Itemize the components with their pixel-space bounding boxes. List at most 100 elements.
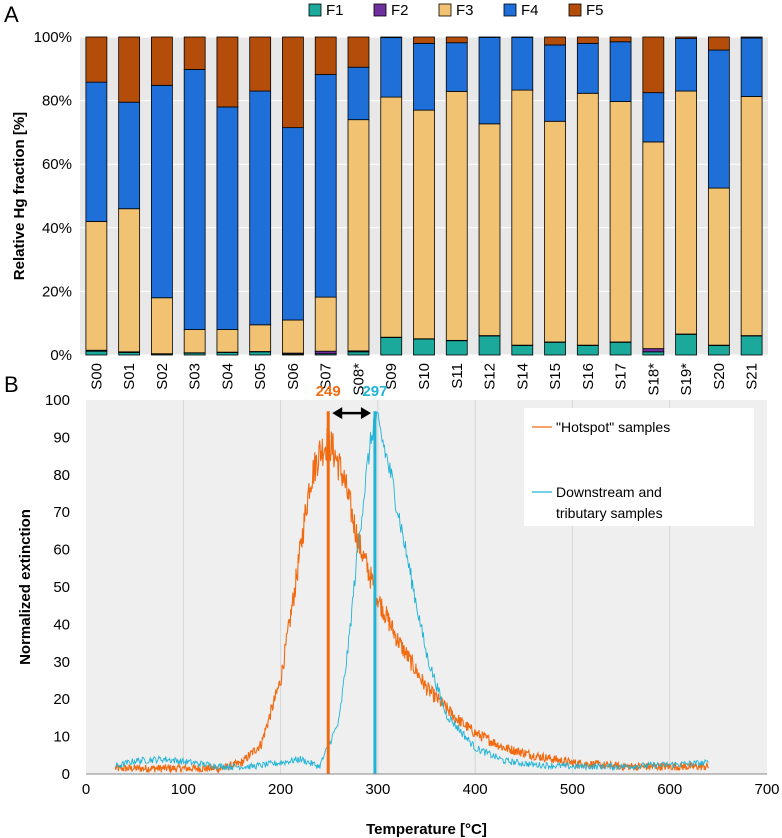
panel-b-peaks: 249 297 (316, 383, 387, 774)
bar-s12-f1 (478, 335, 501, 356)
bar-s10-f1 (413, 338, 435, 356)
panel-a-x-tick-label: S14 (514, 363, 531, 390)
bar-s18-f5 (642, 36, 665, 94)
bar-s17-f5 (609, 36, 632, 43)
bar-s09-f3 (380, 96, 403, 338)
bar-s06-f5 (282, 36, 304, 129)
bar-s03-f5 (183, 36, 206, 70)
legend-item-downstream: Downstream and tributary samples (532, 484, 663, 521)
bar-s01-f3 (118, 208, 141, 353)
bar-stack-s16 (576, 36, 599, 356)
bar-s21-f5 (740, 36, 763, 39)
bar-s18-f4 (642, 92, 665, 143)
bar-s14-f4 (511, 36, 534, 91)
panel-b-x-tick-label: 500 (560, 781, 585, 798)
bar-stack-s04 (216, 36, 239, 356)
bar-s20-f3 (707, 187, 730, 346)
legend-label: F3 (456, 2, 474, 19)
legend-swatch (308, 3, 322, 17)
bar-stack-s08 (347, 36, 370, 356)
bar-s21-f4 (740, 37, 763, 97)
bar-s10-f3 (413, 109, 435, 340)
bar-s19-f5 (675, 36, 697, 39)
panel-a-x-tick-label: S03 (187, 363, 204, 390)
bar-stack-s14 (511, 36, 534, 356)
panel-a-x-tick-label: S12 (482, 363, 499, 390)
panel-b-x-tick-label: 200 (268, 781, 293, 798)
bar-s03-f4 (183, 69, 206, 330)
bar-s18-f1 (642, 351, 665, 356)
bar-stack-s05 (249, 36, 272, 356)
legend-item-f1: F1 (308, 2, 344, 19)
bar-stack-s02 (151, 36, 173, 356)
bar-s07-f5 (314, 36, 337, 75)
legend-label: F5 (586, 2, 604, 19)
legend-item-f5: F5 (568, 2, 604, 19)
bar-s02-f4 (151, 84, 173, 299)
legend-label: Downstream and tributary samples (556, 484, 663, 521)
panel-b-y-ticks: 0 10 20 30 40 50 60 70 80 90 100 (45, 392, 70, 783)
bar-s17-f3 (609, 101, 632, 343)
panel-a-x-tick-label: S00 (88, 363, 105, 390)
bar-s19-f4 (675, 38, 697, 92)
bar-s19-f1 (675, 333, 697, 356)
panel-a-y-axis-label: Relative Hg fraction [%] (11, 112, 28, 280)
bar-s21-f1 (740, 335, 763, 356)
bar-s09-f4 (380, 37, 403, 98)
bar-s00-f1 (85, 350, 108, 356)
panel-b-x-tick-label: 600 (657, 781, 682, 798)
legend-swatch (503, 3, 517, 17)
legend-label: F4 (521, 2, 539, 19)
bar-stack-s21 (740, 36, 763, 356)
bar-stack-s18 (642, 36, 665, 356)
panel-a-legend: F1 F2 F3 F4 F5 (308, 2, 604, 19)
panel-a-x-tick-label: S16 (580, 363, 597, 390)
panel-b-legend: "Hotspot" samples Downstream and tributary… (524, 408, 754, 526)
panel-a-y-tick-label: 100% (34, 29, 72, 46)
bar-stack-s12 (478, 36, 501, 356)
bar-s10-f5 (413, 36, 435, 44)
panel-b-label: B (4, 372, 19, 397)
bar-s16-f5 (576, 36, 599, 44)
legend-swatch (438, 3, 452, 17)
panel-a-x-tick-label: S05 (252, 363, 269, 390)
legend-label: "Hotspot" samples (556, 419, 670, 435)
panel-a-y-tick-label: 60% (42, 156, 72, 173)
bar-s20-f5 (707, 36, 730, 51)
bar-stack-s20 (707, 36, 730, 356)
bar-s16-f4 (576, 42, 599, 94)
panel-b-x-tick-label: 0 (82, 781, 90, 798)
bar-s11-f5 (445, 36, 468, 44)
legend-swatch (373, 3, 387, 17)
panel-a-y-tick-label: 20% (42, 283, 72, 300)
bar-s14-f1 (511, 345, 534, 356)
bar-s00-f4 (85, 81, 108, 222)
bar-s12-f3 (478, 123, 501, 337)
panel-b-legend-box (524, 408, 754, 526)
series-line-downstream-and-tributary-samples (115, 411, 709, 772)
peak-shift-arrow-head-left (332, 407, 343, 420)
panel-b-x-tick-label: 400 (463, 781, 488, 798)
bar-s15-f3 (544, 120, 566, 343)
bar-s08-f4 (347, 66, 370, 121)
panel-b-y-tick-label: 30 (53, 654, 70, 671)
panel-a-y-tick-label: 0% (50, 347, 72, 364)
panel-a-bars (85, 36, 763, 356)
bar-s20-f4 (707, 49, 730, 189)
panel-a-x-tick-label: S08* (350, 363, 367, 396)
bar-stack-s19 (675, 36, 697, 356)
bar-s17-f1 (609, 341, 632, 356)
bar-s16-f1 (576, 345, 599, 356)
bar-s07-f3 (314, 296, 337, 352)
legend-swatch (568, 3, 582, 17)
bar-s03-f3 (183, 329, 206, 354)
bar-s21-f3 (740, 96, 763, 337)
panel-b-x-tick-label: 700 (754, 781, 779, 798)
bar-s10-f4 (413, 42, 435, 111)
panel-a-x-tick-label: S21 (744, 363, 761, 390)
bar-s02-f3 (151, 297, 173, 355)
bar-stack-s07 (314, 36, 337, 356)
panel-b-y-tick-label: 90 (53, 429, 70, 446)
panel-b-y-tick-label: 100 (45, 392, 70, 409)
